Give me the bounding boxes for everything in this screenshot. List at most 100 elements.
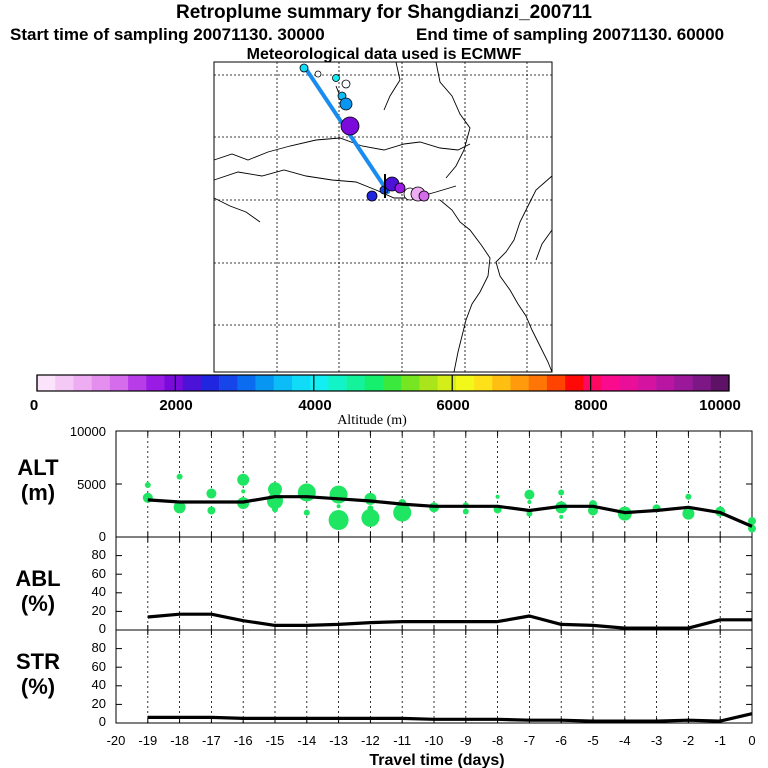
alt-scatter-point <box>241 489 246 494</box>
trajectory-marker <box>339 97 353 111</box>
x-tick-label: -10 <box>425 733 444 748</box>
x-tick-label: -12 <box>361 733 380 748</box>
colorbar-swatch <box>437 375 457 391</box>
map-panel <box>213 61 553 373</box>
abl-ytick-label: 40 <box>92 584 106 599</box>
str-ytick-label: 0 <box>99 714 106 729</box>
colorbar-swatch <box>583 375 602 391</box>
alt-panel-label: ALT <box>17 455 59 480</box>
alt-scatter-point <box>237 473 250 486</box>
trajectory-marker <box>341 79 351 89</box>
colorbar-tick-label: 2000 <box>159 397 192 414</box>
colorbar-tick-label: 8000 <box>574 397 607 414</box>
colorbar-swatch <box>528 375 548 391</box>
x-tick-label: -1 <box>714 733 726 748</box>
x-tick-label: -6 <box>555 733 567 748</box>
x-tick-label: 0 <box>748 733 755 748</box>
colorbar-swatch <box>291 375 311 391</box>
colorbar-swatch <box>346 375 366 391</box>
colorbar-swatch <box>128 375 147 391</box>
alt-scatter-point <box>462 508 469 515</box>
colorbar-swatch <box>200 375 220 391</box>
colorbar-swatch <box>109 375 129 391</box>
alt-scatter-point <box>176 473 183 480</box>
trajectory-marker <box>418 190 430 202</box>
x-tick-label: -20 <box>107 733 126 748</box>
trajectory-marker <box>332 74 340 82</box>
colorbar: 0 2000 4000 6000 8000 10000 Altitude (m) <box>30 374 741 428</box>
colorbar-swatch <box>619 375 639 391</box>
colorbar-swatch <box>637 375 657 391</box>
colorbar-tick-label: 0 <box>30 397 38 414</box>
met-data-label: Meteorological data used is ECMWF <box>246 46 522 63</box>
colorbar-swatch <box>255 375 275 391</box>
x-tick-label: -2 <box>683 733 695 748</box>
x-tick-label: -8 <box>492 733 504 748</box>
str-ytick-label: 80 <box>92 640 106 655</box>
end-time-label: End time of sampling 20071130. 60000 <box>416 25 725 44</box>
alt-mean-line <box>147 495 753 528</box>
start-time-label: Start time of sampling 20071130. 30000 <box>10 25 325 44</box>
colorbar-swatch <box>692 375 712 391</box>
x-tick-label: -9 <box>460 733 472 748</box>
x-tick-label: -11 <box>393 733 411 748</box>
colorbar-swatch <box>674 375 693 391</box>
alt-scatter-point <box>682 507 695 520</box>
abl-panel-unit: (%) <box>21 591 55 616</box>
alt-scatter-point <box>303 509 310 516</box>
colorbar-swatch <box>383 375 402 391</box>
abl-ytick-label: 20 <box>92 603 106 618</box>
colorbar-swatch <box>546 375 566 391</box>
abl-panel-label: ABL <box>15 566 60 591</box>
alt-scatter-point <box>364 492 377 505</box>
str-ytick-label: 60 <box>92 659 106 674</box>
alt-scatter-point <box>748 517 756 526</box>
alt-scatter-point <box>685 493 692 500</box>
x-tick-label: -18 <box>170 733 189 748</box>
colorbar-swatch <box>710 375 730 391</box>
x-tick-label: -19 <box>138 733 157 748</box>
colorbar-tick-label: 4000 <box>298 397 331 414</box>
alt-scatter-point <box>527 500 532 505</box>
alt-scatter-point <box>526 510 533 517</box>
abl-ytick-label: 80 <box>92 547 106 562</box>
x-tick-label: -5 <box>587 733 599 748</box>
colorbar-swatch <box>364 375 384 391</box>
abl-ytick-label: 60 <box>92 566 106 581</box>
str-panel-label: STR <box>16 649 60 674</box>
str-line <box>147 712 753 723</box>
alt-scatter-point <box>328 510 349 531</box>
alt-ytick-label: 10000 <box>70 424 106 439</box>
trajectory-markers <box>299 63 430 202</box>
colorbar-swatch <box>237 375 256 391</box>
colorbar-swatch <box>146 375 165 391</box>
colorbar-swatch <box>73 375 92 391</box>
alt-scatter-point <box>206 488 217 499</box>
colorbar-swatch <box>219 375 238 391</box>
alt-scatter-point <box>559 514 564 519</box>
x-tick-label: -13 <box>329 733 348 748</box>
alt-scatter-point <box>297 483 316 502</box>
alt-scatter-point <box>336 504 341 509</box>
x-tick-label: -3 <box>651 733 663 748</box>
colorbar-tick-label: 10000 <box>699 397 741 414</box>
x-tick-label: -7 <box>524 733 536 748</box>
colorbar-axis-label: Altitude (m) <box>337 413 407 428</box>
str-panel-unit: (%) <box>21 674 55 699</box>
alt-scatter-point <box>272 506 278 513</box>
x-tick-label: -16 <box>234 733 253 748</box>
x-tick-label: -14 <box>297 733 316 748</box>
colorbar-swatch <box>328 375 347 391</box>
str-ytick-label: 40 <box>92 677 106 692</box>
colorbar-swatch <box>273 375 293 391</box>
x-tick-label: -17 <box>202 733 221 748</box>
colorbar-swatch <box>601 375 621 391</box>
alt-scatter-point <box>144 482 151 489</box>
alt-ytick-label: 0 <box>99 529 106 544</box>
alt-scatter-point <box>361 508 380 527</box>
alt-scatter-point <box>329 485 348 504</box>
colorbar-swatch <box>182 375 202 391</box>
colorbar-swatch <box>510 375 529 391</box>
trajectory-marker <box>394 182 406 194</box>
